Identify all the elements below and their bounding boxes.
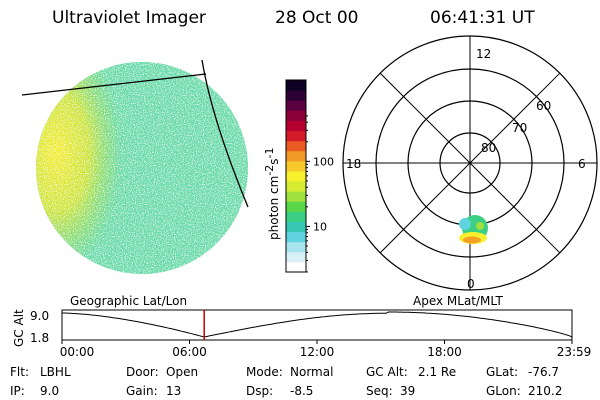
date-label: 28 Oct 00 xyxy=(275,8,358,28)
terminator-line xyxy=(201,59,249,208)
x-tick-label: 23:59 xyxy=(557,345,592,359)
mlt-label-0: 0 xyxy=(467,277,475,291)
colorbar-tick-label: 100 xyxy=(313,155,334,168)
colorbar-axis-label: photon cm-2s-1 xyxy=(263,147,281,240)
colorbar-tick-label: 10 xyxy=(313,220,327,233)
flt-key: Flt: xyxy=(10,365,29,379)
lat-label-60: 60 xyxy=(536,99,551,113)
colorbar-cell xyxy=(286,261,306,273)
x-tick-label: 06:00 xyxy=(172,345,207,359)
gc-alt-key: GC Alt: xyxy=(366,365,408,379)
mlt-label-18: 18 xyxy=(346,157,361,171)
dsp-key: Dsp: xyxy=(246,384,273,398)
auroral-spot xyxy=(459,215,488,244)
mode-value: Normal xyxy=(290,365,333,379)
instrument-title: Ultraviolet Imager xyxy=(52,8,206,28)
lat-label-70: 70 xyxy=(512,121,527,135)
x-tick-label: 18:00 xyxy=(427,345,462,359)
y-tick-top: 9.0 xyxy=(30,309,49,323)
colorbar-cell xyxy=(286,251,306,263)
orbit-altitude-curve xyxy=(62,311,573,338)
colorbar-cell xyxy=(286,170,306,182)
glat-key: GLat: xyxy=(486,365,518,379)
colorbar-cell xyxy=(286,211,306,222)
mlt-label-12: 12 xyxy=(476,47,491,61)
dial-diagonal-2 xyxy=(379,72,561,254)
gc-alt-value: 2.1 Re xyxy=(418,365,456,379)
timeline-frame xyxy=(61,309,573,341)
seq-key: Seq: xyxy=(366,384,393,398)
dsp-value: -8.5 xyxy=(290,384,313,398)
polar-dial: 12 0 18 6 80 70 60 xyxy=(342,35,598,291)
gain-value: 13 xyxy=(166,384,181,398)
lat-label-80: 80 xyxy=(481,141,496,155)
colorbar: 100 10 photon cm-2s-1 xyxy=(263,79,334,273)
glon-value: 210.2 xyxy=(528,384,562,398)
status-panel: Flt: LBHL IP: 9.0 Door: Open Gain: 13 Mo… xyxy=(10,365,562,398)
colorbar-cell xyxy=(286,150,306,162)
gain-key: Gain: xyxy=(126,384,158,398)
glat-value: -76.7 xyxy=(528,365,559,379)
colorbar-cell xyxy=(286,100,306,111)
timeline-right-caption: Apex MLat/MLT xyxy=(413,294,503,308)
colorbar-cell xyxy=(286,241,306,253)
ip-key: IP: xyxy=(10,384,25,398)
colorbar-cell xyxy=(286,90,306,101)
colorbar-cell xyxy=(286,130,306,142)
timeline-y-title: GC Alt xyxy=(12,309,26,347)
colorbar-cell xyxy=(286,221,306,233)
ip-value: 9.0 xyxy=(40,384,59,398)
glon-key: GLon: xyxy=(486,384,521,398)
time-label: 06:41:31 UT xyxy=(430,8,535,28)
colorbar-cell xyxy=(286,181,306,192)
colorbar-cell xyxy=(286,201,306,212)
seq-value: 39 xyxy=(400,384,415,398)
colorbar-cell xyxy=(286,80,306,91)
colorbar-cell xyxy=(286,160,306,172)
door-key: Door: xyxy=(126,365,159,379)
x-tick-label: 12:00 xyxy=(300,345,335,359)
mode-key: Mode: xyxy=(246,365,283,379)
earth-image-panel xyxy=(21,59,249,274)
y-tick-bottom: 1.8 xyxy=(30,331,49,345)
colorbar-cell xyxy=(286,120,306,132)
timeline-left-caption: Geographic Lat/Lon xyxy=(70,294,187,308)
flt-value: LBHL xyxy=(40,365,71,379)
altitude-timeline: Geographic Lat/Lon Apex MLat/MLT GC Alt … xyxy=(12,294,591,359)
door-value: Open xyxy=(166,365,198,379)
mlt-label-6: 6 xyxy=(578,157,586,171)
colorbar-cell xyxy=(286,110,306,121)
colorbar-cell xyxy=(286,140,306,152)
day-night-line xyxy=(21,73,207,96)
x-tick-label: 00:00 xyxy=(60,345,95,359)
colorbar-cell xyxy=(286,231,306,243)
colorbar-cell xyxy=(286,191,306,202)
